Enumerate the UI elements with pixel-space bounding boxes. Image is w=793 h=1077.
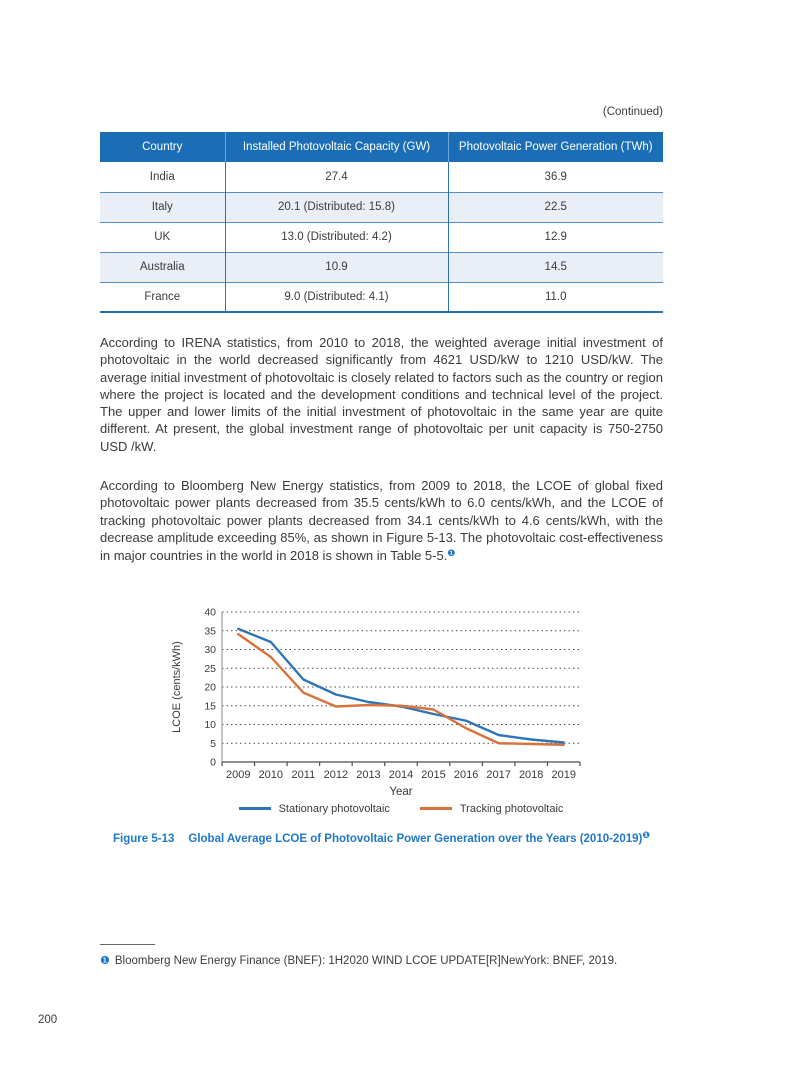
series-line — [237, 632, 565, 746]
paragraph-irena: According to IRENA statistics, from 2010… — [100, 335, 663, 454]
table-cell: 20.1 (Distributed: 15.8) — [224, 191, 448, 222]
y-tick-label: 20 — [204, 681, 216, 693]
x-tick-label: 2015 — [421, 769, 445, 780]
table-row: UK 13.0 (Distributed: 4.2) 12.9 — [100, 221, 663, 252]
figure-caption-title: Global Average LCOE of Photovoltaic Powe… — [188, 832, 643, 845]
series-line — [237, 627, 565, 744]
paragraph-bloomberg-text: According to Bloomberg New Energy statis… — [100, 478, 663, 564]
table-header-generation: Photovoltaic Power Generation (TWh) — [447, 132, 663, 162]
x-tick-label: 2009 — [226, 769, 250, 780]
table-cell: 10.9 — [224, 251, 448, 282]
figure-caption-footnote-ref-icon: ❶ — [642, 830, 650, 841]
table-cell: India — [149, 170, 175, 183]
lcoe-chart-svg: 0 5 10 15 20 25 30 35 40 2009 2010 2011 2012 2013 2014… — [171, 606, 581, 781]
table-cell: 27.4 — [224, 162, 448, 192]
table-row: India 27.4 36.9 — [100, 162, 663, 192]
paragraph-bloomberg: According to Bloomberg New Energy statis… — [100, 477, 663, 564]
pv-capacity-table: Country Installed Photovoltaic Capacity … — [100, 132, 663, 313]
table-cell: Australia — [100, 251, 225, 282]
table-cell: 14.5 — [447, 251, 663, 282]
table-cell: 9.0 (Distributed: 4.1) — [224, 281, 448, 312]
y-tick-label: 5 — [210, 737, 216, 749]
y-tick-label: 0 — [210, 756, 216, 768]
lcoe-chart: 0 5 10 15 20 25 30 35 40 2009 2010 2011 2012 2013 2014… — [166, 604, 596, 815]
y-tick-label: 35 — [204, 625, 216, 637]
y-tick-label: 15 — [204, 700, 216, 712]
table-cell: 12.9 — [447, 221, 663, 252]
continued-label: (Continued) — [602, 106, 663, 118]
x-tick-label: 2017 — [486, 769, 510, 780]
chart-xaxis-label: Year — [389, 785, 413, 798]
table-cell: France — [100, 281, 225, 312]
x-tick-label: 2012 — [324, 769, 348, 780]
page-content: (Continued) Country Installed Photovolta… — [100, 0, 663, 967]
y-tick-label: 40 — [204, 606, 216, 618]
table-cell: Italy — [100, 191, 225, 222]
table-header-capacity: Installed Photovoltaic Capacity (GW) — [224, 132, 448, 162]
x-tick-label: 2019 — [551, 769, 575, 780]
figure-caption-label: Figure 5-13 — [113, 832, 175, 845]
legend-item: Tracking photovoltaic — [419, 802, 564, 815]
table-row: Australia 10.9 14.5 — [100, 251, 663, 282]
legend-item: Stationary photovoltaic — [238, 802, 390, 815]
table-row: France 9.0 (Distributed: 4.1) 11.0 — [100, 281, 663, 312]
footnote-divider — [100, 943, 155, 945]
footnote-text: Bloomberg New Energy Finance (BNEF): 1H2… — [114, 954, 618, 967]
figure-caption: Figure 5-13 Global Average LCOE of Photov… — [100, 831, 663, 845]
footnote: ❶ Bloomberg New Energy Finance (BNEF): 1H… — [100, 954, 663, 967]
x-tick-label: 2014 — [389, 769, 413, 780]
table-header-row: Country Installed Photovoltaic Capacity … — [100, 132, 663, 162]
x-tick-label: 2018 — [519, 769, 543, 780]
legend-line-swatch-icon — [238, 807, 271, 811]
y-tick-label: 30 — [204, 644, 216, 656]
table-header-country: Country — [100, 132, 225, 162]
legend-label: Stationary photovoltaic — [278, 802, 390, 815]
y-axis-label: LCOE (cents/kWh) — [171, 641, 183, 733]
table-cell: 13.0 (Distributed: 4.2) — [224, 221, 448, 252]
x-tick-label: 2013 — [356, 769, 380, 780]
x-tick-label: 2010 — [259, 769, 283, 780]
table-cell: UK — [100, 221, 225, 252]
table-body: India 27.4 36.9 Italy 20.1 (Distributed: 15.… — [100, 162, 663, 312]
page-number: 200 — [38, 1014, 58, 1026]
x-tick-label: 2016 — [454, 769, 478, 780]
x-tick-label: 2011 — [292, 769, 316, 780]
legend-label: Tracking photovoltaic — [459, 802, 564, 815]
table-cell: 36.9 — [447, 162, 663, 192]
table-cell: 11.0 — [447, 281, 663, 312]
chart-legend: Stationary photovoltaic Tracking photovol… — [186, 803, 616, 815]
y-tick-label: 10 — [204, 719, 216, 731]
footnote-ref-icon: ❶ — [447, 549, 456, 560]
footnote-marker-icon: ❶ — [100, 953, 110, 967]
table-row: Italy 20.1 (Distributed: 15.8) 22.5 — [100, 191, 663, 222]
table-cell: 22.5 — [447, 191, 663, 222]
y-tick-label: 25 — [204, 662, 216, 674]
legend-line-swatch-icon — [419, 807, 452, 811]
